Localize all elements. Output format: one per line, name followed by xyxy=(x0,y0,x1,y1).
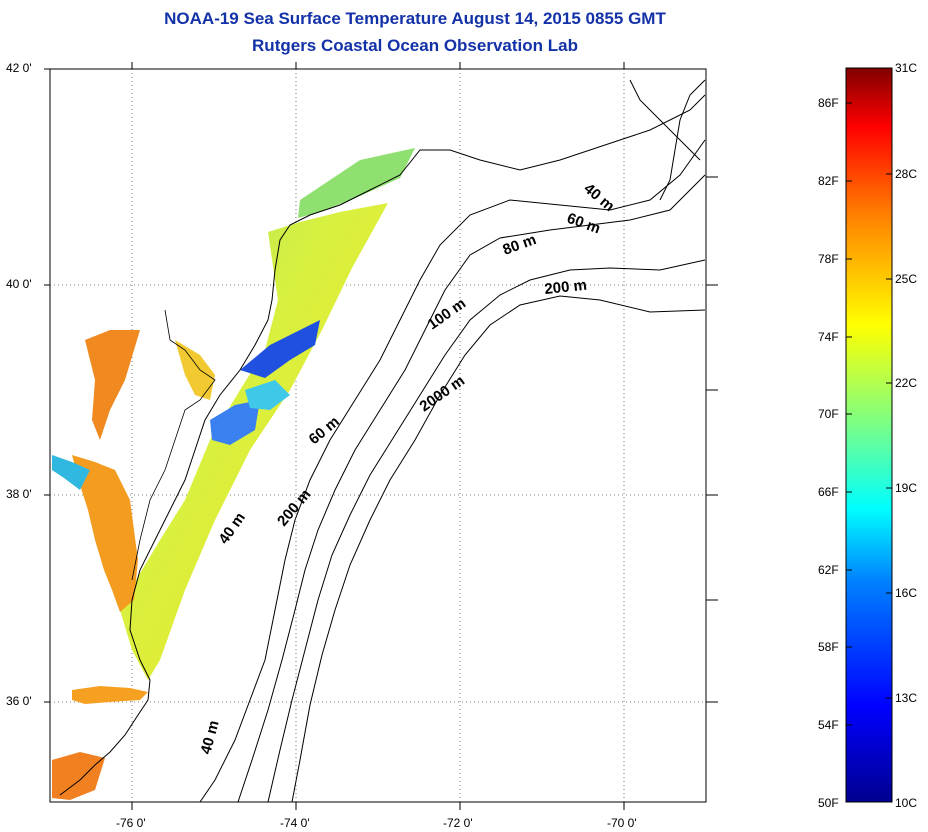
sst-long-island xyxy=(298,148,415,218)
sst-albemarle xyxy=(72,686,148,704)
sst-pamlico xyxy=(52,752,105,800)
colorbar-label-f: 86F xyxy=(818,96,839,110)
coastline xyxy=(59,94,706,796)
bay-shoreline xyxy=(131,309,216,581)
map-title: NOAA-19 Sea Surface Temperature August 1… xyxy=(164,9,666,28)
lon-tick-label: -70 0' xyxy=(607,816,637,830)
sst-cold-patch-1 xyxy=(240,320,320,378)
sst-potomac xyxy=(52,455,90,490)
colorbar-label-f: 66F xyxy=(818,485,839,499)
frame-ticks xyxy=(44,62,718,810)
bathymetry-contours xyxy=(199,79,706,802)
sst-cold-patch-2 xyxy=(210,400,260,445)
sst-cold-patch-3 xyxy=(245,380,290,410)
colorbar-label-c: 31C xyxy=(895,61,918,75)
colorbar-label-f: 70F xyxy=(818,407,839,421)
colorbar-ramp xyxy=(845,67,893,803)
colorbar-label-c: 13C xyxy=(895,691,918,705)
colorbar-label-c: 28C xyxy=(895,167,918,181)
colorbar-label-f: 62F xyxy=(818,563,839,577)
lat-tick-label: 42 0' xyxy=(6,61,32,75)
map-subtitle: Rutgers Coastal Ocean Observation Lab xyxy=(252,36,578,55)
lon-tick-label: -72 0' xyxy=(443,816,473,830)
lat-tick-label: 40 0' xyxy=(6,277,32,291)
colorbar-label-f: 82F xyxy=(818,174,839,188)
lat-tick-label: 38 0' xyxy=(6,487,32,501)
lat-tick-label: 36 0' xyxy=(6,694,32,708)
colorbar-label-f: 50F xyxy=(818,796,839,810)
colorbar-ticks xyxy=(846,67,892,726)
colorbar-label-c: 10C xyxy=(895,796,918,810)
colorbar-label-c: 25C xyxy=(895,272,918,286)
sst-chesapeake xyxy=(72,455,138,612)
colorbar-label-c: 16C xyxy=(895,586,918,600)
map-content xyxy=(50,69,706,802)
colorbar-label-c: 19C xyxy=(895,481,918,495)
lon-tick-label: -76 0' xyxy=(116,816,146,830)
colorbar-label-f: 78F xyxy=(818,252,839,266)
map-frame xyxy=(49,68,707,803)
sst-delaware xyxy=(175,340,215,400)
sst-upper-bay xyxy=(85,330,140,440)
sst-swath xyxy=(120,203,388,680)
lon-tick-label: -74 0' xyxy=(280,816,310,830)
colorbar-label-f: 54F xyxy=(818,718,839,732)
colorbar-label-c: 22C xyxy=(895,376,918,390)
graticule xyxy=(50,69,706,802)
contour-label: 200 m xyxy=(544,277,588,298)
colorbar-label-f: 58F xyxy=(818,640,839,654)
colorbar-label-f: 74F xyxy=(818,330,839,344)
